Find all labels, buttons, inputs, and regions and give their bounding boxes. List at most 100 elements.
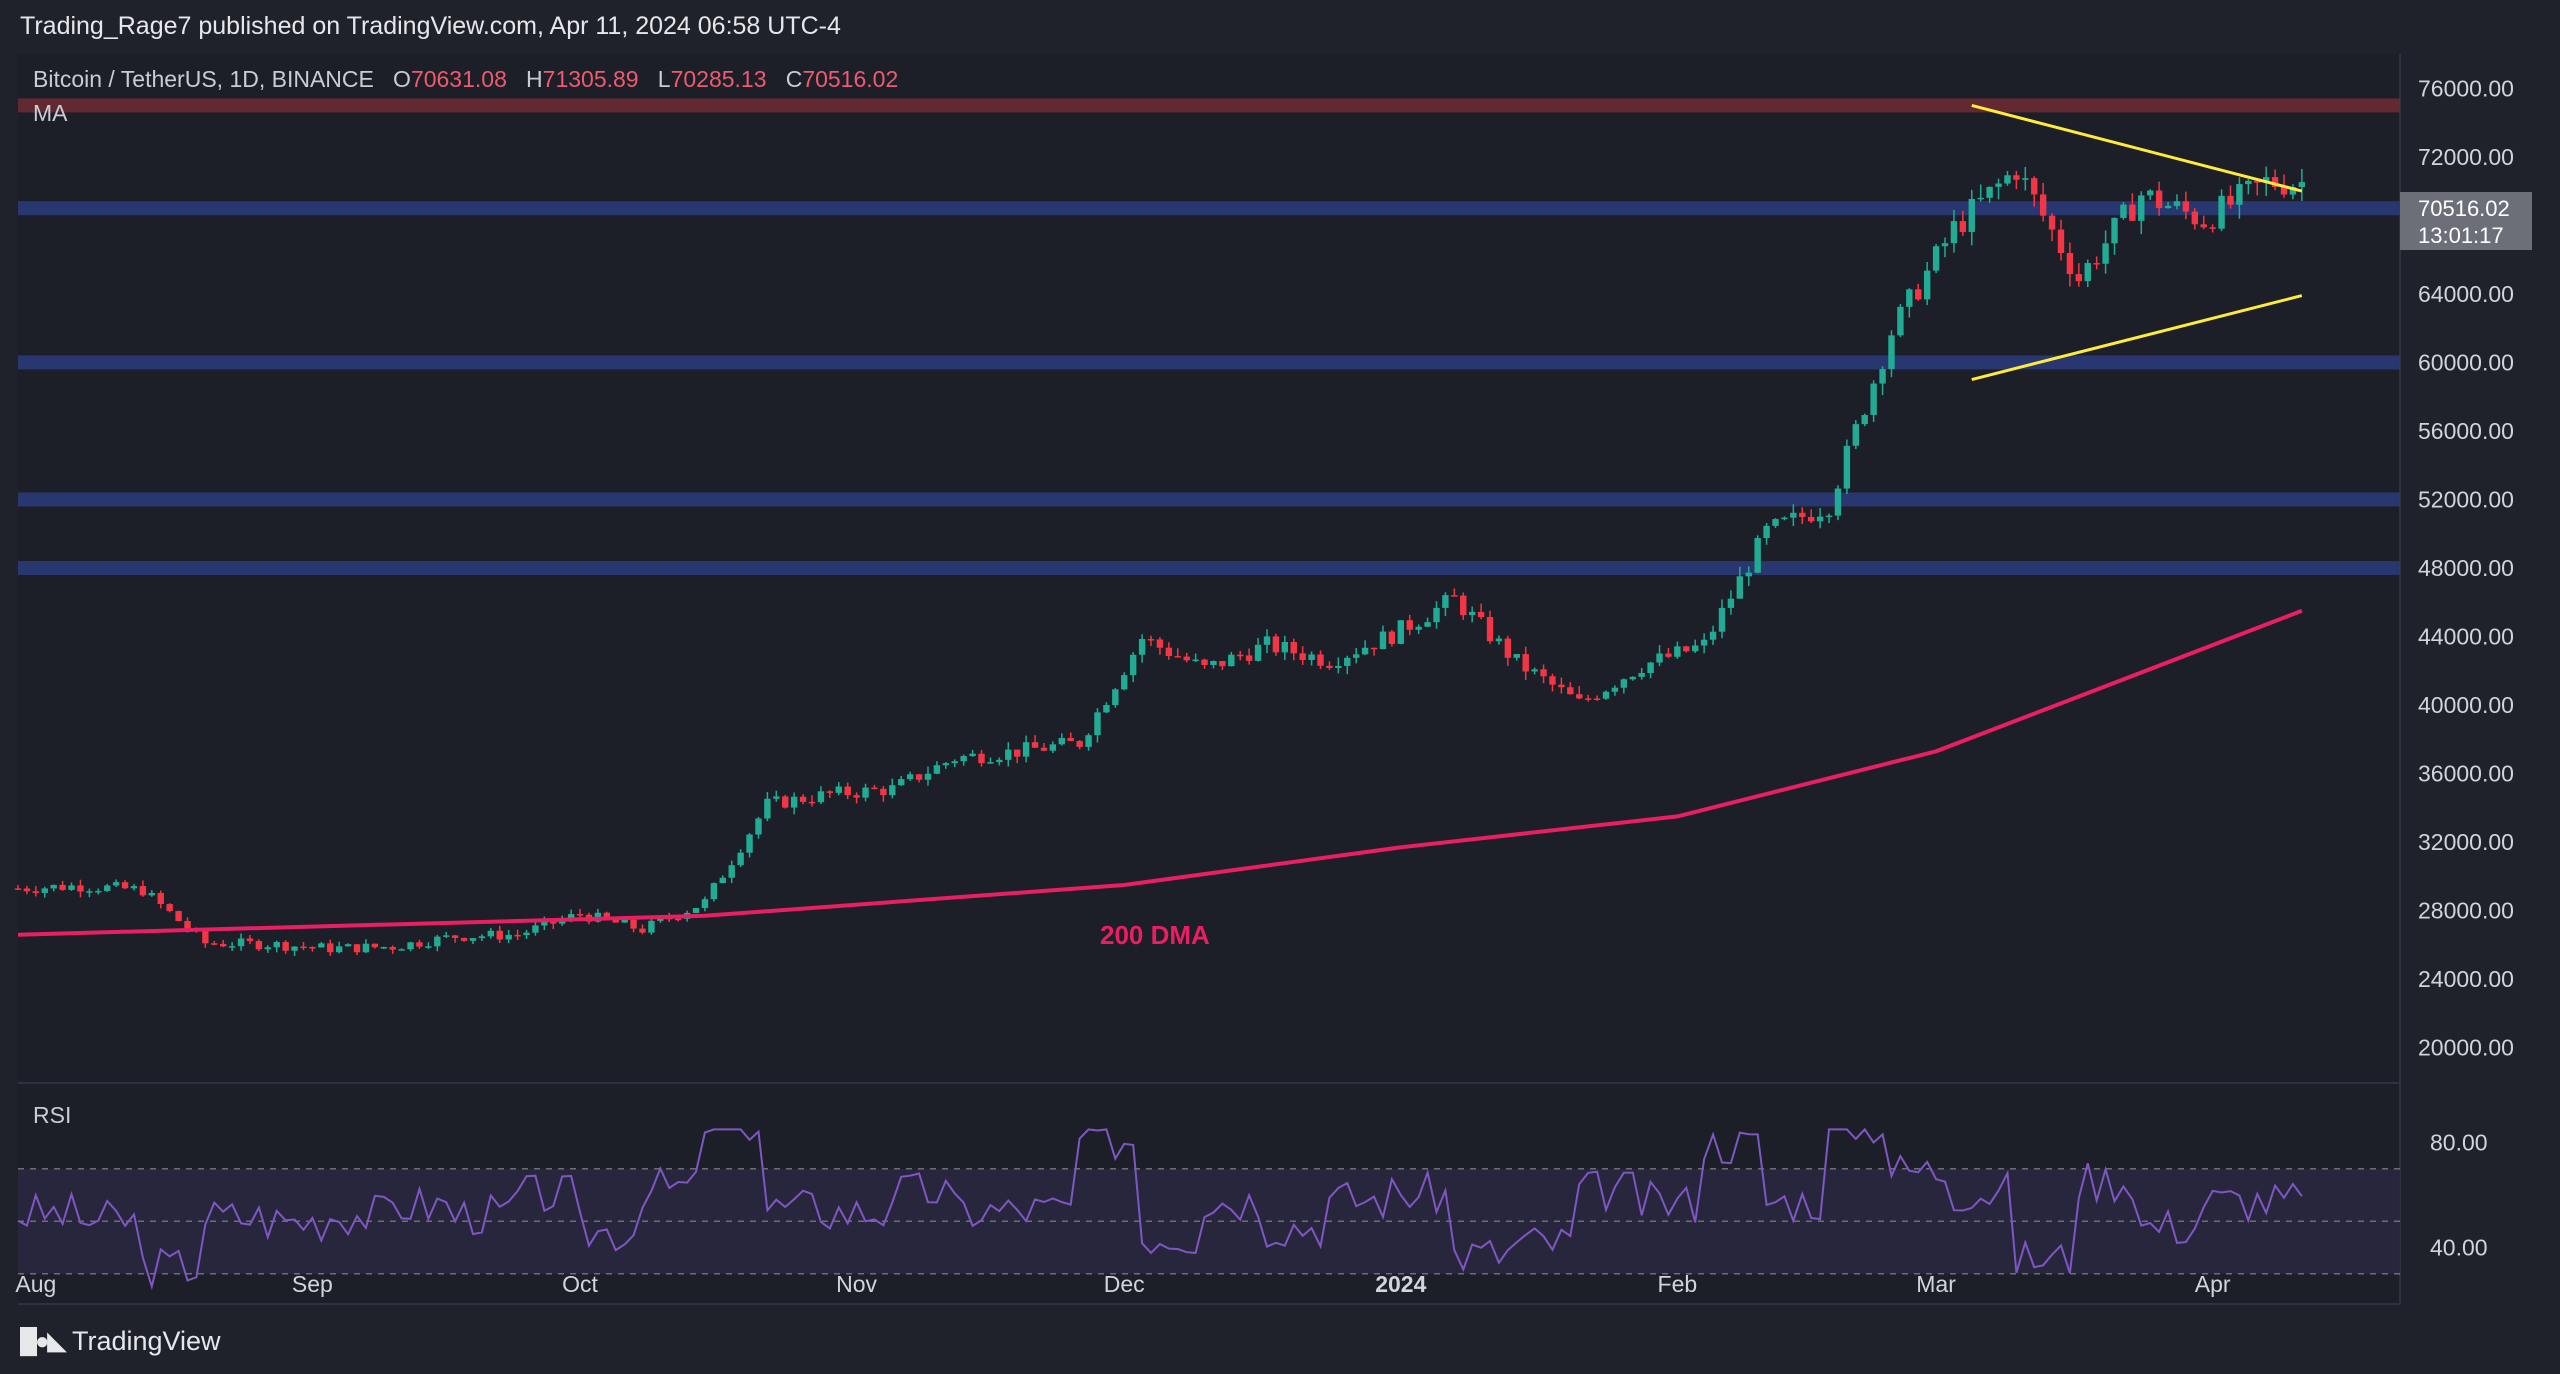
candle-body <box>2289 187 2297 195</box>
candle-body <box>1772 519 1779 526</box>
candle-body <box>32 891 40 893</box>
time-tick-label: Aug <box>15 1271 56 1297</box>
candle-body <box>844 786 851 796</box>
close-label: C <box>785 66 803 92</box>
tradingview-logo[interactable]: █●◣ TradingView <box>20 1326 221 1357</box>
candle-body <box>2280 187 2288 195</box>
candle-body <box>2164 205 2172 209</box>
candle-body <box>2298 182 2306 188</box>
candle-body <box>1299 653 1306 660</box>
candle-body <box>1816 516 1824 522</box>
time-axis[interactable]: Aug Sep Oct Nov Dec 2024 Feb Mar Apr <box>15 1271 2231 1297</box>
candle-body <box>389 947 396 950</box>
candle-body <box>2093 263 2100 265</box>
candle-body <box>826 791 834 793</box>
candle-body <box>2084 263 2091 282</box>
candle-body <box>612 918 619 923</box>
price-tick-label: 52000.00 <box>2418 486 2514 512</box>
candle-body <box>2120 204 2127 218</box>
candle-body <box>773 796 780 799</box>
candle-body <box>906 774 914 780</box>
candlesticks <box>14 166 2306 957</box>
symbol-legend[interactable]: Bitcoin / TetherUS, 1D, BINANCE O70631.0… <box>33 66 898 93</box>
candle-body <box>1076 741 1083 747</box>
candle-body <box>1897 306 1904 336</box>
candle-body <box>1379 631 1387 650</box>
candle-body <box>41 888 48 893</box>
tradingview-logo-text: TradingView <box>71 1326 221 1356</box>
candle-body <box>1888 335 1895 370</box>
candle-body <box>1005 749 1012 760</box>
candle-body <box>648 920 655 933</box>
candle-body <box>674 918 682 921</box>
candle-body <box>1879 369 1886 384</box>
candle-body <box>1433 607 1440 623</box>
candle-body <box>728 865 735 878</box>
candle-body <box>1656 653 1663 663</box>
candle-body <box>1825 515 1833 518</box>
time-tick-label: Oct <box>562 1271 598 1297</box>
rsi-legend[interactable]: RSI <box>33 1102 72 1128</box>
candle-body <box>1906 289 1913 307</box>
candle-body <box>1219 661 1226 667</box>
candle-body <box>1067 737 1074 742</box>
candle-body <box>1094 712 1101 736</box>
open-label: O <box>393 66 411 92</box>
candle-body <box>880 788 887 796</box>
candle-body <box>951 761 958 764</box>
candle-body <box>514 934 521 937</box>
high-value: 71305.89 <box>542 66 639 92</box>
candle-body <box>1629 676 1636 680</box>
candle-body <box>1683 646 1690 652</box>
candle-body <box>1754 537 1761 573</box>
support-band <box>18 492 2400 507</box>
time-tick-label: Nov <box>836 1271 877 1297</box>
high-label: H <box>526 66 543 92</box>
candle-body <box>1129 654 1137 676</box>
candle-body <box>737 852 744 866</box>
dma-annotation: 200 DMA <box>1100 920 1210 950</box>
candle-body <box>889 785 896 796</box>
candle-body <box>1709 631 1717 640</box>
candle-body <box>1567 687 1574 695</box>
candle-body <box>219 943 227 947</box>
candle-body <box>1540 669 1547 677</box>
candle-body <box>1781 517 1788 520</box>
candle-body <box>1995 183 2002 187</box>
candle-body <box>407 942 414 950</box>
candle-body <box>443 935 450 937</box>
candle-body <box>1281 641 1289 653</box>
rsi-indicator: 80.00 40.00 <box>17 1127 2488 1291</box>
candle-body <box>2111 217 2118 244</box>
ma-legend[interactable]: MA <box>33 100 68 126</box>
rsi-line <box>17 1127 2303 1291</box>
candle-body <box>2031 178 2038 195</box>
candle-body <box>2182 201 2190 212</box>
candle-body <box>1718 607 1726 632</box>
candle-body <box>942 763 950 766</box>
symbol-name: Bitcoin / TetherUS, 1D, BINANCE <box>33 66 374 92</box>
candle-body <box>2254 180 2261 183</box>
candle-body <box>130 886 138 889</box>
candle-body <box>184 921 191 930</box>
candle-body <box>1968 198 1975 232</box>
candle-body <box>1638 673 1645 677</box>
triangle-pattern <box>1971 103 2303 381</box>
candle-body <box>1513 654 1520 658</box>
candle-body <box>541 920 548 926</box>
candle-body <box>1852 424 1859 446</box>
candle-body <box>1415 626 1422 630</box>
candle-body <box>764 798 771 819</box>
candle-body <box>1977 197 1984 200</box>
candle-body <box>1584 698 1592 700</box>
candle-body <box>1308 654 1315 660</box>
candle-body <box>1317 654 1324 666</box>
candle-body <box>996 759 1003 763</box>
candle-body <box>1745 572 1752 577</box>
support-band <box>18 201 2400 216</box>
candle-body <box>416 942 423 947</box>
candle-body <box>755 818 762 835</box>
candle-body <box>380 947 387 949</box>
triangle-upper-line <box>1971 103 2303 193</box>
